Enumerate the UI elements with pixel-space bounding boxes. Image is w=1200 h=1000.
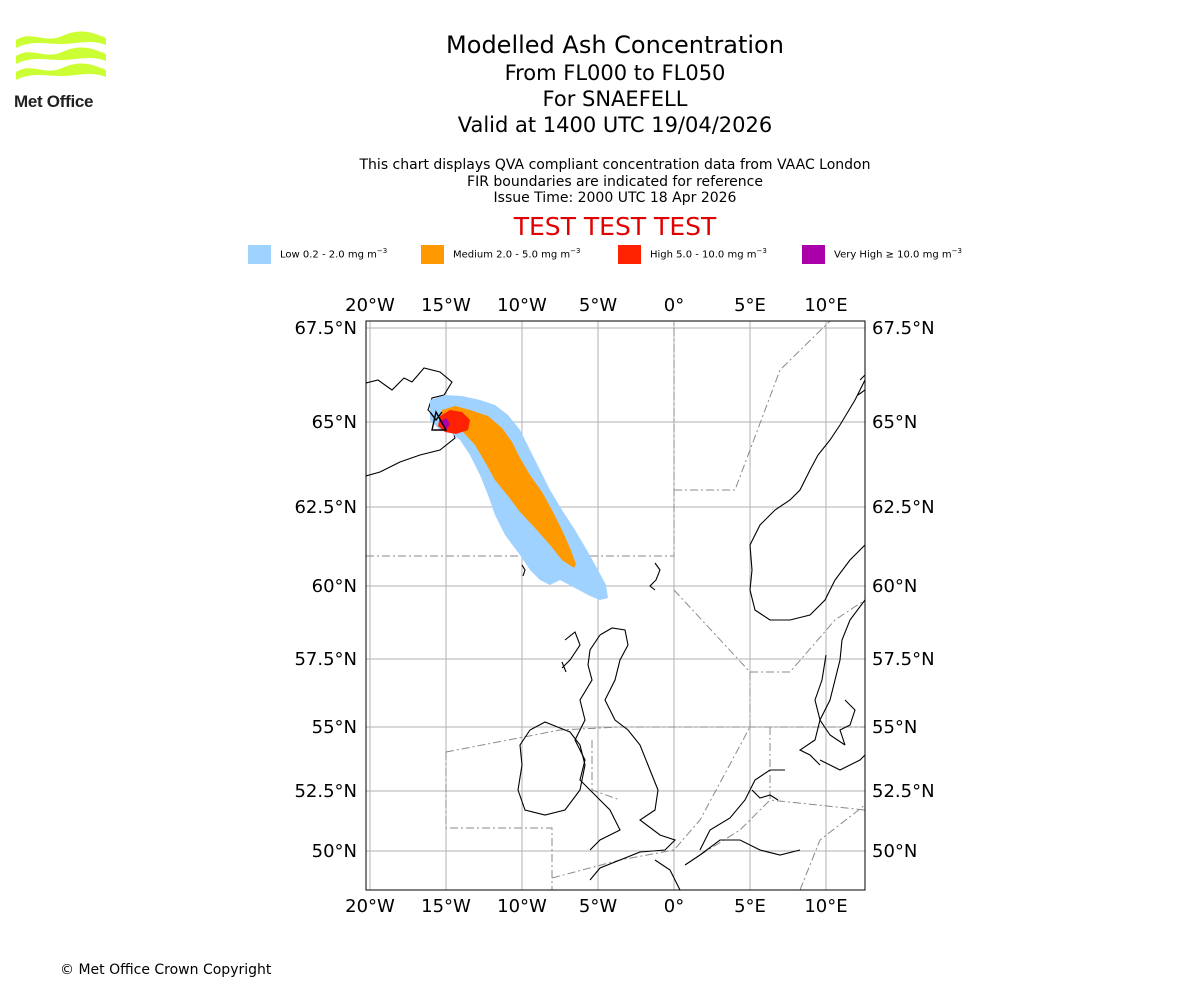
lat-label-left: 60°N xyxy=(312,576,357,597)
lon-label-bottom: 5°E xyxy=(734,896,766,917)
lat-label-right: 55°N xyxy=(872,717,917,738)
lat-label-right: 50°N xyxy=(872,841,917,862)
test-banner: TEST TEST TEST xyxy=(513,212,717,241)
legend-swatch-very-high xyxy=(802,244,825,264)
lon-label-bottom: 10°E xyxy=(804,896,847,917)
lat-label-right: 52.5°N xyxy=(872,781,935,802)
lon-label-top: 15°W xyxy=(421,295,471,316)
legend-swatch-low xyxy=(248,244,271,264)
met-office-wave-icon xyxy=(16,31,106,80)
lon-label-top: 5°W xyxy=(579,295,617,316)
note-fir: FIR boundaries are indicated for referen… xyxy=(467,173,763,190)
lon-label-bottom: 10°W xyxy=(497,896,547,917)
lat-label-left: 50°N xyxy=(312,841,357,862)
map-frame xyxy=(365,320,866,891)
copyright-notice: © Met Office Crown Copyright xyxy=(60,962,272,978)
lat-label-left: 65°N xyxy=(312,412,357,433)
lat-label-right: 60°N xyxy=(872,576,917,597)
valid-time-title: Valid at 1400 UTC 19/04/2026 xyxy=(457,113,773,137)
flight-level-title: From FL000 to FL050 xyxy=(504,61,726,85)
lat-label-left: 62.5°N xyxy=(294,497,357,518)
lat-label-right: 57.5°N xyxy=(872,649,935,670)
legend-swatch-medium xyxy=(421,244,444,264)
legend-label-medium: Medium 2.0 - 5.0 mg m−3 xyxy=(453,247,581,261)
lon-labels-top: 20°W 15°W 10°W 5°W 0° 5°E 10°E xyxy=(345,295,847,316)
lat-label-right: 67.5°N xyxy=(872,318,935,339)
lat-label-left: 67.5°N xyxy=(294,318,357,339)
legend-label-very-high: Very High ≥ 10.0 mg m−3 xyxy=(834,247,962,261)
logo-text: Met Office xyxy=(14,92,94,111)
coastlines xyxy=(366,367,865,890)
lon-label-bottom: 20°W xyxy=(345,896,395,917)
note-qva: This chart displays QVA compliant concen… xyxy=(359,157,871,173)
lat-label-left: 57.5°N xyxy=(294,649,357,670)
main-title: Modelled Ash Concentration xyxy=(446,31,784,59)
met-office-logo: Met Office xyxy=(14,30,109,112)
lat-label-left: 55°N xyxy=(312,717,357,738)
chart-titles: Modelled Ash Concentration From FL000 to… xyxy=(315,30,915,138)
lon-label-bottom: 0° xyxy=(664,896,684,917)
lon-label-top: 0° xyxy=(664,295,684,316)
lat-labels-left: 67.5°N 65°N 62.5°N 60°N 57.5°N 55°N 52.5… xyxy=(294,318,357,862)
lon-label-top: 10°W xyxy=(497,295,547,316)
lon-label-top: 20°W xyxy=(345,295,395,316)
legend-item-very-high: Very High ≥ 10.0 mg m−3 xyxy=(802,244,962,264)
volcano-title: For SNAEFELL xyxy=(542,87,688,111)
legend-item-high: High 5.0 - 10.0 mg m−3 xyxy=(618,244,767,264)
lon-labels-bottom: 20°W 15°W 10°W 5°W 0° 5°E 10°E xyxy=(345,896,847,917)
lat-labels-right: 67.5°N 65°N 62.5°N 60°N 57.5°N 55°N 52.5… xyxy=(872,318,935,862)
fir-boundaries xyxy=(366,321,865,890)
legend-label-low: Low 0.2 - 2.0 mg m−3 xyxy=(280,247,388,261)
lat-label-left: 52.5°N xyxy=(294,781,357,802)
ash-plume-very-high xyxy=(440,418,450,430)
ash-plume-medium xyxy=(442,406,576,568)
note-issue-time: Issue Time: 2000 UTC 18 Apr 2026 xyxy=(493,190,737,206)
chart-notes: This chart displays QVA compliant concen… xyxy=(315,157,915,207)
legend-item-medium: Medium 2.0 - 5.0 mg m−3 xyxy=(421,244,580,264)
lat-label-right: 62.5°N xyxy=(872,497,935,518)
lon-label-top: 5°E xyxy=(734,295,766,316)
legend-label-high: High 5.0 - 10.0 mg m−3 xyxy=(650,247,767,261)
legend-swatch-high xyxy=(618,244,641,264)
lon-label-top: 10°E xyxy=(804,295,847,316)
lat-label-right: 65°N xyxy=(872,412,917,433)
lon-label-bottom: 15°W xyxy=(421,896,471,917)
volcano-marker-icon xyxy=(429,410,448,431)
legend-item-low: Low 0.2 - 2.0 mg m−3 xyxy=(248,244,387,264)
lon-label-bottom: 5°W xyxy=(579,896,617,917)
